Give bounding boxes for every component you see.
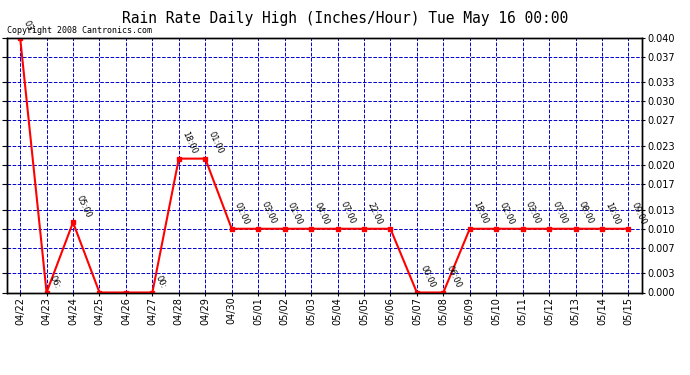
Text: 04:00: 04:00 [313, 201, 331, 226]
Text: 06:: 06: [48, 274, 62, 290]
Text: 03:00: 03:00 [524, 201, 542, 226]
Text: 01:00: 01:00 [207, 130, 225, 156]
Text: 18:00: 18:00 [180, 130, 199, 156]
Text: 00:00: 00:00 [418, 264, 437, 290]
Text: 00:: 00: [154, 274, 168, 290]
Text: 01:00: 01:00 [286, 201, 304, 226]
Text: 08:00: 08:00 [577, 201, 595, 226]
Text: 03:: 03: [21, 19, 35, 35]
Text: 01:00: 01:00 [233, 201, 251, 226]
Text: 03:00: 03:00 [259, 201, 278, 226]
Text: 10:00: 10:00 [604, 201, 622, 226]
Text: 02:00: 02:00 [497, 201, 516, 226]
Text: 07:00: 07:00 [551, 201, 569, 226]
Text: 05:00: 05:00 [75, 194, 92, 220]
Text: 06:00: 06:00 [445, 264, 463, 290]
Text: Rain Rate Daily High (Inches/Hour) Tue May 16 00:00: Rain Rate Daily High (Inches/Hour) Tue M… [122, 11, 568, 26]
Text: Copyright 2008 Cantronics.com: Copyright 2008 Cantronics.com [7, 26, 152, 35]
Text: 22:00: 22:00 [366, 201, 384, 226]
Text: 07:00: 07:00 [339, 201, 357, 226]
Text: 18:00: 18:00 [471, 201, 489, 226]
Text: 09:00: 09:00 [630, 201, 648, 226]
